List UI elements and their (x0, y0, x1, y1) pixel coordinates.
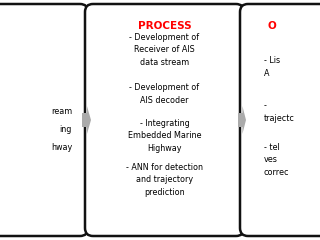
Text: PROCESS: PROCESS (138, 21, 191, 31)
Text: O: O (268, 21, 277, 31)
Text: - 
trajectc: - trajectc (264, 101, 295, 123)
Text: - Development of
Receiver of AIS
data stream: - Development of Receiver of AIS data st… (129, 33, 200, 67)
Text: - tel
ves
correc: - tel ves correc (264, 143, 290, 177)
Text: ream: ream (51, 108, 72, 116)
Text: hway: hway (51, 144, 72, 152)
Polygon shape (82, 106, 91, 134)
Text: - Integrating
Embedded Marine
Highway: - Integrating Embedded Marine Highway (128, 119, 201, 153)
Text: - Development of
AIS decoder: - Development of AIS decoder (129, 83, 200, 105)
Text: - ANN for detection
and trajectory
prediction: - ANN for detection and trajectory predi… (126, 163, 203, 197)
Text: - Lis
A: - Lis A (264, 56, 280, 78)
Polygon shape (238, 106, 246, 134)
FancyBboxPatch shape (240, 4, 320, 236)
FancyBboxPatch shape (0, 4, 88, 236)
FancyBboxPatch shape (85, 4, 244, 236)
Text: ing: ing (60, 126, 72, 134)
